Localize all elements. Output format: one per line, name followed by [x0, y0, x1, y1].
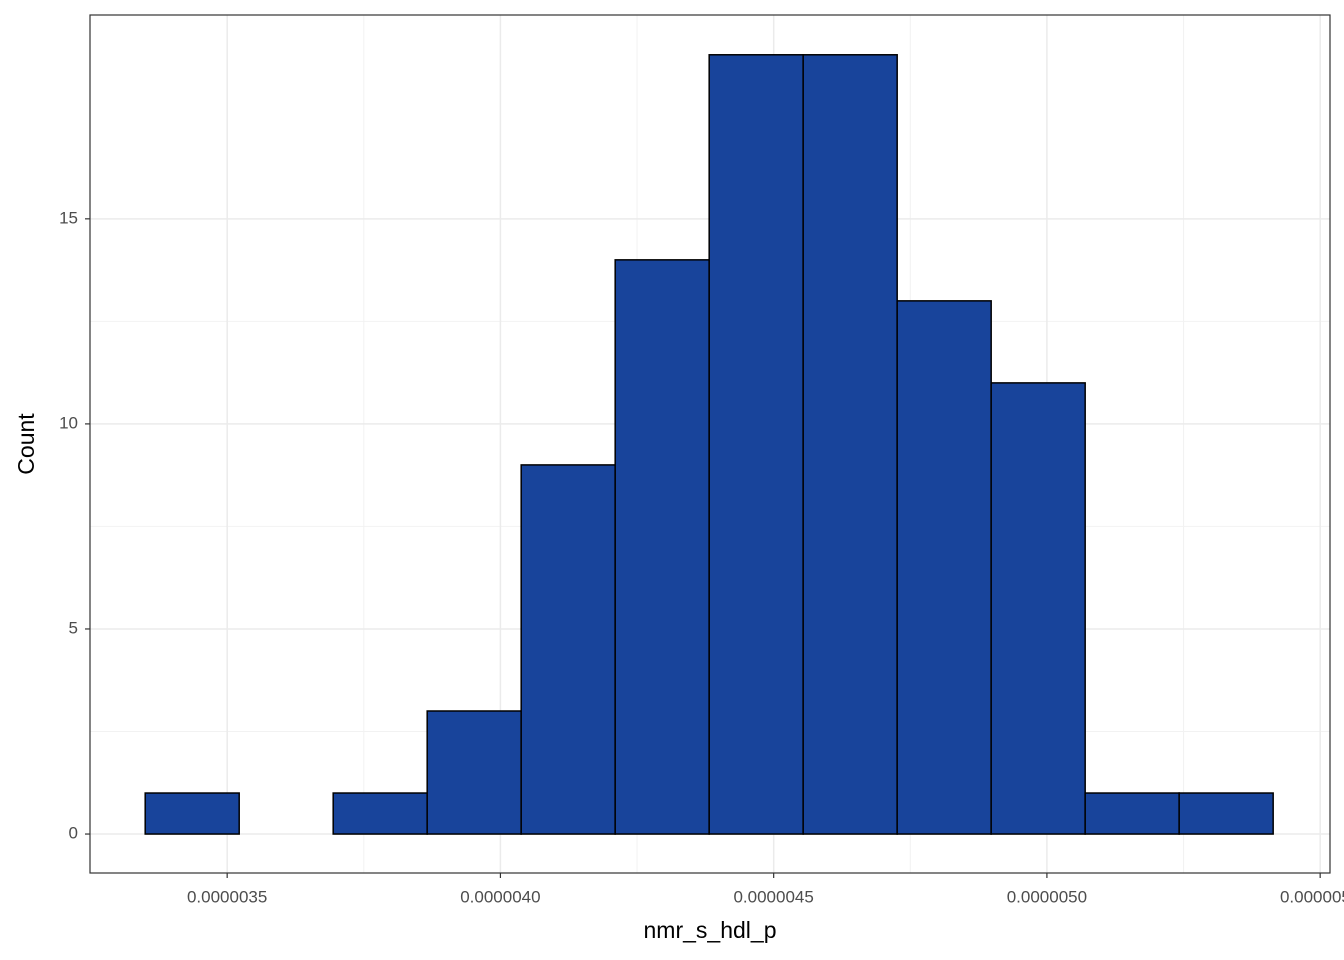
bar	[144, 792, 240, 835]
y-tick-label: 5	[69, 618, 78, 637]
panel-border	[89, 14, 1331, 874]
x-tick-label: 0.0000040	[460, 887, 540, 906]
bar	[614, 259, 710, 835]
x-tick-label: 0.0000050	[1007, 887, 1087, 906]
bar	[520, 464, 616, 835]
bar	[426, 710, 522, 835]
bar	[1084, 792, 1180, 835]
x-tick-label: 0.0000045	[733, 887, 813, 906]
bar	[332, 792, 428, 835]
y-tick-label: 0	[69, 824, 78, 843]
x-axis-title: nmr_s_hdl_p	[644, 917, 777, 943]
y-axis-title: Count	[13, 413, 39, 475]
bar	[708, 54, 804, 835]
bar	[802, 54, 898, 835]
x-tick-label: 0.0000035	[187, 887, 267, 906]
bar	[1178, 792, 1274, 835]
bar	[990, 382, 1086, 835]
x-tick-label: 0.0000055	[1280, 887, 1344, 906]
bar	[896, 300, 992, 835]
y-tick-label: 15	[59, 208, 78, 227]
y-tick-label: 10	[59, 413, 78, 432]
